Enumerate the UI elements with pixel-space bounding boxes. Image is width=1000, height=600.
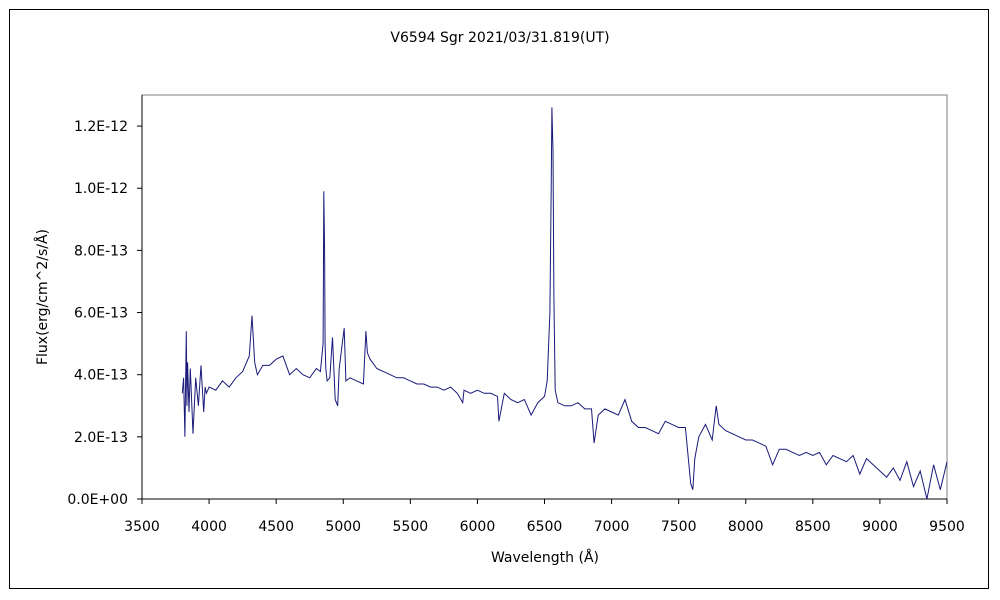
x-tick-label: 9000 bbox=[862, 519, 898, 535]
plot-area-border bbox=[141, 94, 948, 500]
y-tick-label: 0.0E+00 bbox=[67, 492, 128, 508]
x-tick-label: 4000 bbox=[191, 519, 227, 535]
x-tick-label: 3500 bbox=[124, 519, 160, 535]
y-tick-label: 1.0E-12 bbox=[74, 181, 128, 197]
spectrum-series-line bbox=[181, 107, 948, 500]
x-axis-title: Wavelength (Å) bbox=[491, 549, 599, 566]
y-tick-label: 2.0E-13 bbox=[74, 430, 128, 446]
x-tick-label: 4500 bbox=[258, 519, 294, 535]
y-axis-title: Flux(erg/cm^2/s/Å) bbox=[34, 229, 51, 365]
x-tick-label: 5000 bbox=[325, 519, 361, 535]
x-tick-label: 7000 bbox=[594, 519, 630, 535]
x-tick-label: 5500 bbox=[393, 519, 429, 535]
x-tick-label: 9500 bbox=[929, 519, 965, 535]
y-axis-ticks: 0.0E+00 2.0E-13 4.0E-13 6.0E-13 8.0E-13 1.0E-… bbox=[67, 119, 142, 508]
y-tick-label: 4.0E-13 bbox=[74, 368, 128, 384]
x-tick-label: 8500 bbox=[795, 519, 831, 535]
y-tick-label: 1.2E-12 bbox=[74, 119, 128, 135]
chart-frame bbox=[9, 9, 989, 589]
chart-title: V6594 Sgr 2021/03/31.819(UT) bbox=[390, 30, 609, 46]
x-tick-label: 6000 bbox=[460, 519, 496, 535]
y-tick-label: 8.0E-13 bbox=[74, 243, 128, 259]
x-tick-label: 8000 bbox=[728, 519, 764, 535]
x-axis-ticks: 3500 4000 4500 5000 5500 6000 6500 7000 7500 8000… bbox=[124, 499, 965, 535]
y-tick-label: 6.0E-13 bbox=[74, 306, 128, 322]
x-tick-label: 7500 bbox=[661, 519, 697, 535]
x-tick-label: 6500 bbox=[527, 519, 563, 535]
